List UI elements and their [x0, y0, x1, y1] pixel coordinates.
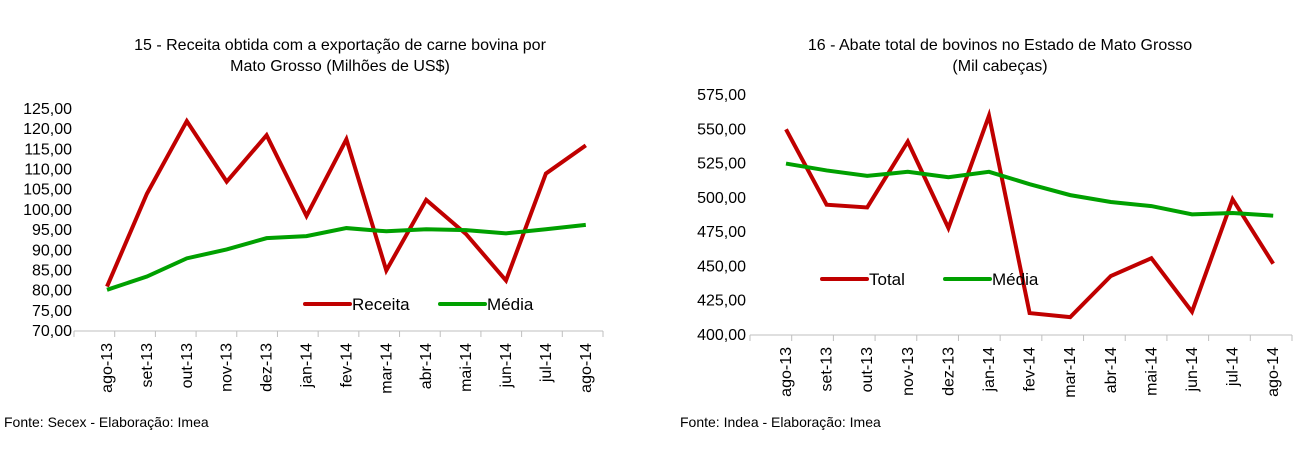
chart2-x-label: ago-13 [778, 347, 795, 397]
chart1-y-tick: 105,00 [23, 182, 72, 199]
chart2-x-label: set-13 [819, 347, 836, 392]
chart1-x-label: out-13 [179, 343, 196, 388]
chart1-y-tick: 115,00 [24, 141, 72, 158]
chart1-x-label: ago-13 [99, 343, 116, 393]
chart1-title-line1: 15 - Receita obtida com a exportação de … [134, 37, 546, 54]
chart1-x-label: abr-14 [418, 343, 435, 389]
chart2-x-label: out-13 [859, 347, 876, 392]
chart2-x-label: jul-14 [1225, 347, 1242, 387]
chart2-x-label: mar-14 [1062, 347, 1079, 398]
chart2-x-label: jun-14 [1184, 347, 1201, 393]
chart2-series-média-line [785, 161, 1274, 218]
chart1-legend-label: Receita [352, 295, 410, 314]
chart2-title-line2: (Mil cabeças) [952, 58, 1048, 75]
chart1-series-receita-line [105, 117, 587, 288]
chart1-series-média-line [106, 222, 587, 292]
chart1-y-tick: 85,00 [32, 262, 72, 279]
chart1-y-tick: 80,00 [32, 283, 72, 300]
chart2-y-tick: 450,00 [697, 258, 746, 275]
chart1-y-tick: 75,00 [32, 303, 72, 320]
chart1-y-tick: 90,00 [32, 242, 72, 259]
chart2-y-tick: 550,00 [697, 121, 746, 138]
chart1-x-label: mai-14 [458, 343, 475, 392]
chart1-x-label: fev-14 [338, 343, 355, 388]
chart1-x-label: set-13 [139, 343, 156, 388]
chart2-y-tick: 575,00 [697, 87, 746, 104]
chart1-x-label: jun-14 [498, 343, 515, 389]
chart1-legend-label: Média [487, 295, 534, 314]
chart2-x-label: dez-13 [940, 347, 957, 396]
chart2-x-label: ago-14 [1265, 347, 1282, 397]
chart1-title: 15 - Receita obtida com a exportação de … [60, 35, 620, 77]
chart1-x-label: dez-13 [259, 343, 276, 392]
chart1-title-line2: Mato Grosso (Milhões de US$) [230, 58, 450, 75]
chart1-x-label: mar-14 [378, 343, 395, 394]
chart2-legend-label: Total [869, 270, 905, 289]
chart1-source: Fonte: Secex - Elaboração: Imea [4, 414, 209, 430]
chart1-y-tick: 120,00 [23, 121, 72, 138]
chart2-x-label: fev-14 [1022, 347, 1039, 392]
chart2-y-tick: 425,00 [697, 293, 746, 310]
chart1-x-label: ago-14 [578, 343, 595, 393]
chart2-title: 16 - Abate total de bovinos no Estado de… [720, 35, 1280, 77]
chart1-x-label: nov-13 [219, 343, 236, 392]
chart1-y-tick: 95,00 [32, 222, 72, 239]
chart1-y-tick: 110,00 [24, 162, 72, 179]
chart1-y-tick: 100,00 [23, 202, 72, 219]
chart2-x-label: mai-14 [1143, 347, 1160, 396]
chart2-y-tick: 475,00 [697, 224, 746, 241]
chart2-x-label: abr-14 [1103, 347, 1120, 393]
chart2-y-tick: 525,00 [697, 156, 746, 173]
chart1-y-tick: 70,00 [32, 323, 72, 340]
chart2-source: Fonte: Indea - Elaboração: Imea [680, 414, 881, 430]
chart2-legend-label: Média [992, 270, 1039, 289]
chart2-x-label: jan-14 [981, 347, 998, 393]
chart1-x-label: jul-14 [538, 343, 555, 383]
chart2-y-tick: 500,00 [697, 190, 746, 207]
chart2-x-label: nov-13 [900, 347, 917, 396]
chart2-y-tick: 400,00 [697, 327, 746, 344]
chart1-y-tick: 125,00 [23, 101, 72, 118]
chart1-x-label: jan-14 [299, 343, 316, 389]
chart2-title-line1: 16 - Abate total de bovinos no Estado de… [807, 37, 1193, 54]
chart2-series-total-line [784, 108, 1275, 320]
